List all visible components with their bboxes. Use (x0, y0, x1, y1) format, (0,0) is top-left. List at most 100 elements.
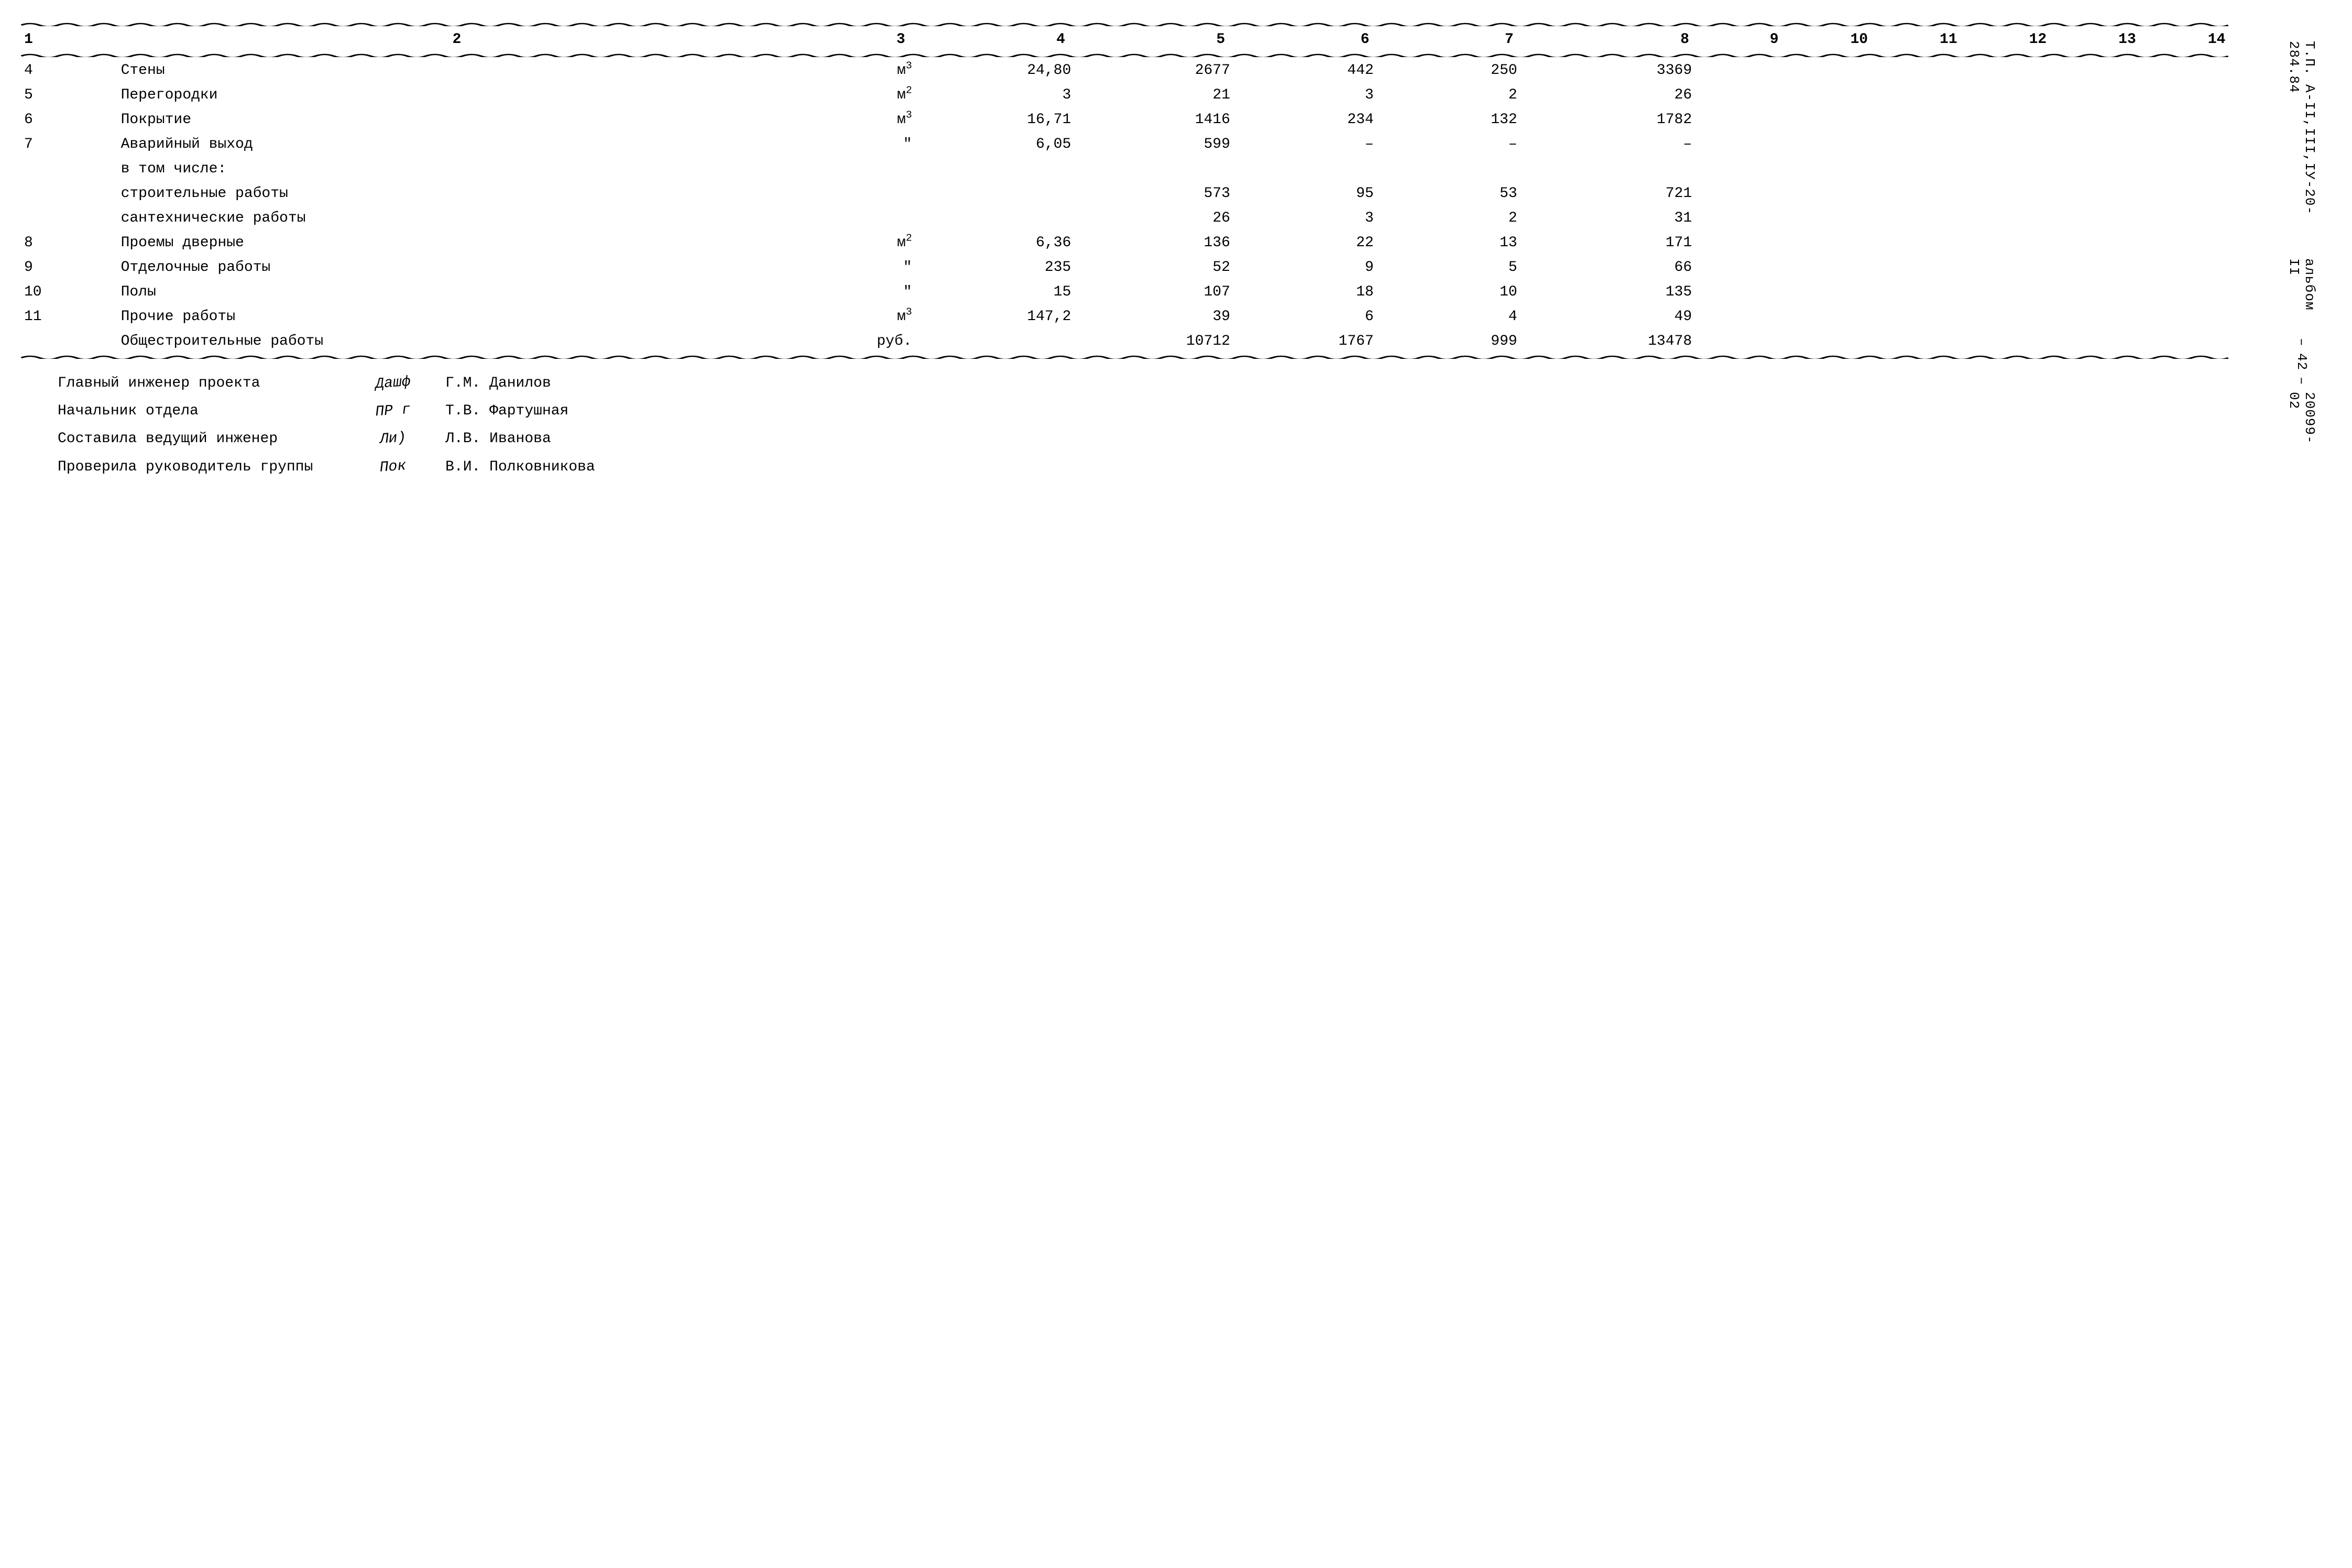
row-empty (1873, 329, 1962, 354)
row-unit (792, 157, 915, 181)
row-empty (1784, 107, 1873, 132)
row-c4: 24,80 (915, 58, 1075, 83)
col-header: 7 (1373, 27, 1517, 52)
side-margin-text: Т.П. А-II,III,IУ-20-284.84 альбом II – 4… (2286, 38, 2317, 460)
row-c4: 3 (915, 83, 1075, 107)
table-row: 5Перегородким23213226 (21, 83, 2228, 107)
row-c4 (915, 329, 1075, 354)
row-empty (1695, 157, 1784, 181)
row-empty (2140, 231, 2229, 255)
row-name: Стены (118, 58, 792, 83)
col-header: 2 (118, 27, 796, 52)
row-empty (1962, 280, 2051, 304)
row-c8: 135 (1520, 280, 1695, 304)
row-c6: 3 (1233, 83, 1377, 107)
row-c5: 10712 (1074, 329, 1233, 354)
row-c8: 49 (1520, 304, 1695, 329)
row-empty (1962, 206, 2051, 231)
row-empty (1962, 58, 2051, 83)
row-c4 (915, 157, 1075, 181)
row-number: 6 (21, 107, 118, 132)
row-empty (1873, 181, 1962, 206)
row-empty (1873, 157, 1962, 181)
row-empty (2140, 83, 2229, 107)
row-c5 (1074, 157, 1233, 181)
row-empty (1784, 329, 1873, 354)
row-empty (1695, 107, 1784, 132)
row-empty (2140, 107, 2229, 132)
row-c8: 171 (1520, 231, 1695, 255)
row-c7 (1377, 157, 1520, 181)
row-c8: 31 (1520, 206, 1695, 231)
row-empty (1962, 181, 2051, 206)
row-empty (1695, 206, 1784, 231)
row-c6: 6 (1233, 304, 1377, 329)
signature-role: Проверила руководитель группы (58, 453, 341, 481)
row-name: Полы (118, 280, 792, 304)
row-empty (1873, 206, 1962, 231)
row-name: строительные работы (118, 181, 792, 206)
row-c5: 52 (1074, 255, 1233, 280)
row-empty (1784, 181, 1873, 206)
row-number: 4 (21, 58, 118, 83)
col-header: 4 (909, 27, 1068, 52)
row-number: 10 (21, 280, 118, 304)
row-empty (1695, 58, 1784, 83)
signature-name: Л.В. Иванова (445, 425, 551, 453)
row-c6: 9 (1233, 255, 1377, 280)
signature-row: Проверила руководитель группы Пок В.И. П… (58, 453, 2321, 481)
row-empty (1784, 83, 1873, 107)
row-empty (1873, 231, 1962, 255)
row-c7: – (1377, 132, 1520, 157)
row-empty (1695, 329, 1784, 354)
row-empty (1695, 255, 1784, 280)
row-c6: – (1233, 132, 1377, 157)
row-empty (1962, 157, 2051, 181)
row-empty (2140, 206, 2229, 231)
row-c4: 147,2 (915, 304, 1075, 329)
row-c8: 1782 (1520, 107, 1695, 132)
row-empty (1962, 83, 2051, 107)
row-empty (1784, 231, 1873, 255)
row-name: Прочие работы (118, 304, 792, 329)
row-empty (2051, 206, 2140, 231)
row-empty (2051, 83, 2140, 107)
row-empty (1873, 255, 1962, 280)
row-name: сантехнические работы (118, 206, 792, 231)
row-empty (1962, 107, 2051, 132)
row-c4 (915, 181, 1075, 206)
table-row: строительные работы5739553721 (21, 181, 2228, 206)
row-c8: 13478 (1520, 329, 1695, 354)
row-c6: 95 (1233, 181, 1377, 206)
row-empty (1873, 107, 1962, 132)
row-empty (1873, 304, 1962, 329)
row-c6 (1233, 157, 1377, 181)
row-empty (2140, 181, 2229, 206)
signature-role: Начальник отдела (58, 397, 341, 425)
row-c6: 442 (1233, 58, 1377, 83)
row-empty (1784, 304, 1873, 329)
row-empty (1784, 280, 1873, 304)
signature-name: Г.М. Данилов (445, 369, 551, 397)
row-empty (1695, 280, 1784, 304)
table-row: 11Прочие работым3147,2396449 (21, 304, 2228, 329)
row-c4: 6,36 (915, 231, 1075, 255)
col-header: 8 (1517, 27, 1692, 52)
row-c8: 721 (1520, 181, 1695, 206)
row-c8: 66 (1520, 255, 1695, 280)
rule-top (21, 22, 2228, 26)
signature-block: Главный инженер проекта Дашф Г.М. Данило… (58, 369, 2321, 481)
row-c4 (915, 206, 1075, 231)
row-empty (1873, 132, 1962, 157)
row-c4: 16,71 (915, 107, 1075, 132)
row-unit (792, 181, 915, 206)
row-name: в том числе: (118, 157, 792, 181)
col-header: 10 (1782, 27, 1872, 52)
row-unit (792, 206, 915, 231)
row-unit: руб. (792, 329, 915, 354)
row-empty (2051, 255, 2140, 280)
row-empty (2140, 58, 2229, 83)
row-unit: м3 (792, 107, 915, 132)
row-c5: 26 (1074, 206, 1233, 231)
row-empty (1873, 58, 1962, 83)
